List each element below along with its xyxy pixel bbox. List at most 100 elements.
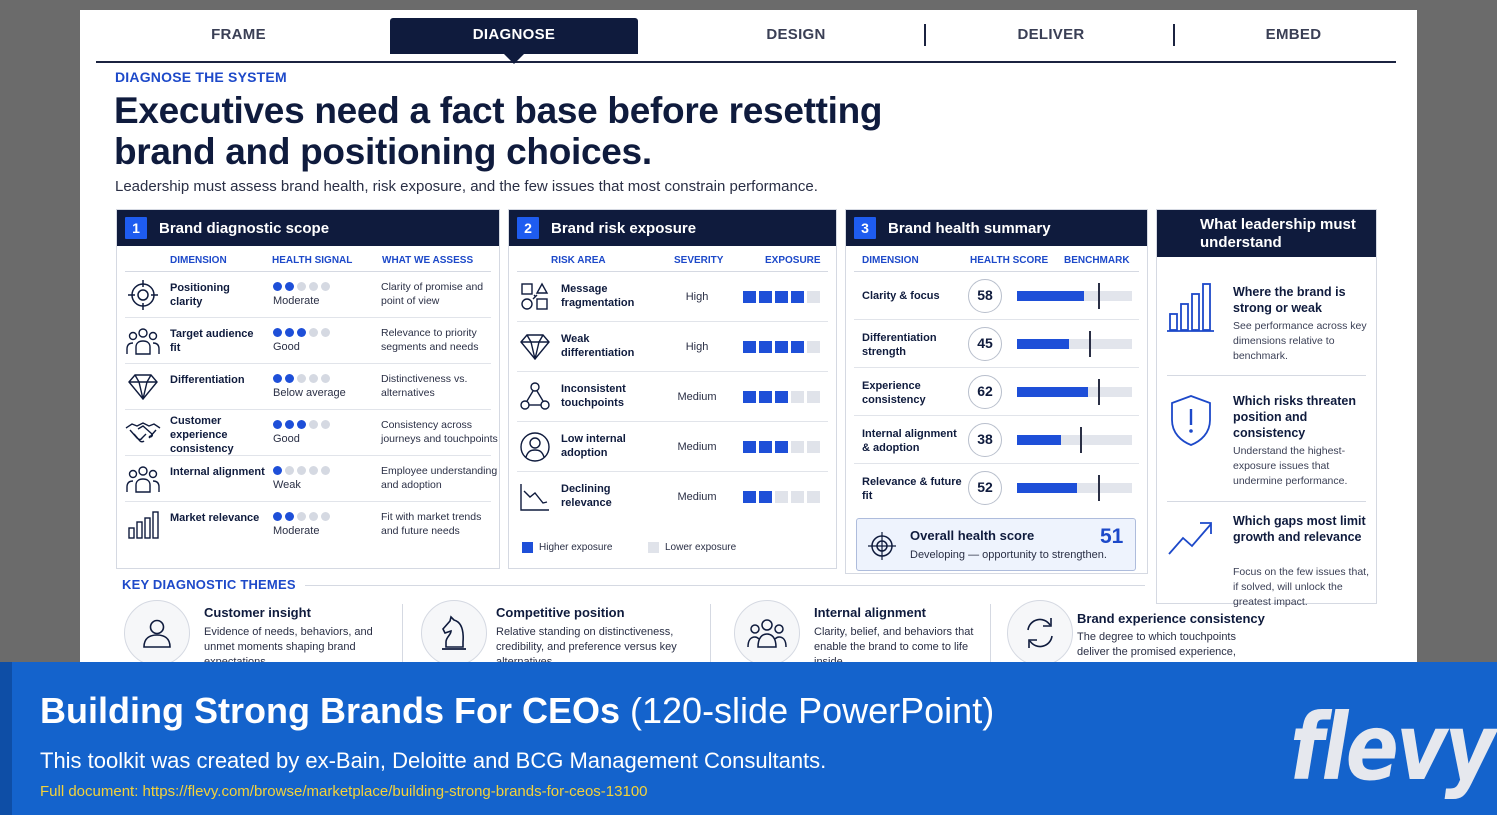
score-bar xyxy=(1017,379,1132,405)
health-score: 58 xyxy=(968,279,1002,313)
table-row: Relevance & future fit 52 xyxy=(854,464,1139,512)
benchmark-marker xyxy=(1089,331,1092,357)
exposure-segment xyxy=(791,491,804,503)
score-bar-fill xyxy=(1017,387,1089,397)
tab-design[interactable]: DESIGN xyxy=(766,26,826,43)
table-row: Internal alignment & adoption 38 xyxy=(854,416,1139,464)
signal-dot xyxy=(297,328,306,337)
exposure-bars xyxy=(743,441,820,453)
signal-dot xyxy=(297,420,306,429)
exposure-segment xyxy=(759,341,772,353)
table-row: Internal alignment Weak Employee understan… xyxy=(125,456,497,502)
phase-tabs: FRAME DIAGNOSE DESIGN DELIVER EMBED xyxy=(96,18,1396,64)
divider xyxy=(1167,375,1366,376)
tab-deliver[interactable]: DELIVER xyxy=(1017,26,1085,43)
risk-area-label: Message fragmentation xyxy=(561,283,635,309)
legend-high: Higher exposure xyxy=(522,542,612,553)
dimension-label: Clarity & focus xyxy=(862,290,940,302)
benchmark-marker xyxy=(1097,379,1100,405)
exposure-segment xyxy=(775,441,788,453)
assessment-text: Clarity of promise and point of view xyxy=(381,281,484,307)
exposure-bars xyxy=(743,491,820,503)
panel-title: Brand health summary xyxy=(888,219,1051,237)
trend-up-icon xyxy=(1167,518,1215,563)
signal-dot xyxy=(297,466,306,475)
health-signal: Good xyxy=(273,328,330,354)
dimension-label: Customer experience consistency xyxy=(170,415,234,455)
chess-knight-icon xyxy=(421,600,487,662)
footer-title: Building Strong Brands For CEOs (120-sli… xyxy=(40,690,994,732)
score-bar-fill xyxy=(1017,339,1069,349)
shield-alert-icon xyxy=(1169,394,1213,453)
theme-title: Brand experience consistency xyxy=(1077,611,1265,626)
risk-area-label: Low internal adoption xyxy=(561,433,626,459)
leadership-title: What leadership must understand xyxy=(1157,210,1376,257)
signal-label: Moderate xyxy=(273,525,320,537)
score-bar-fill xyxy=(1017,291,1084,301)
network-icon xyxy=(517,379,553,415)
tab-diagnose[interactable]: DIAGNOSE xyxy=(390,18,638,64)
table-row: Weak differentiation High xyxy=(517,322,828,372)
exposure-bars xyxy=(743,291,820,303)
exposure-segment xyxy=(759,441,772,453)
column-header: HEALTH SIGNAL xyxy=(272,255,353,266)
dimension-label: Positioning clarity xyxy=(170,282,230,308)
tab-frame[interactable]: FRAME xyxy=(211,26,266,43)
exposure-segment xyxy=(791,341,804,353)
exposure-segment xyxy=(759,291,772,303)
panel-header: 1 Brand diagnostic scope xyxy=(117,210,499,246)
slide: FRAME DIAGNOSE DESIGN DELIVER EMBED DIAG… xyxy=(80,10,1417,662)
signal-dot xyxy=(321,282,330,291)
signal-dot xyxy=(321,420,330,429)
table-row: Low internal adoption Medium xyxy=(517,422,828,472)
signal-label: Moderate xyxy=(273,295,320,307)
signal-dots xyxy=(273,282,330,291)
health-score: 52 xyxy=(968,471,1002,505)
column-header: SEVERITY xyxy=(674,255,724,266)
signal-dot xyxy=(321,466,330,475)
leadership-item-title: Where the brand is strong or weak xyxy=(1233,285,1346,315)
signal-dot xyxy=(297,512,306,521)
footer-link[interactable]: Full document: https://flevy.com/browse/… xyxy=(40,783,648,800)
table-row: Declining relevance Medium xyxy=(517,472,828,522)
theme-title: Competitive position xyxy=(496,605,625,620)
brand-diagnostic-scope-panel: 1 Brand diagnostic scope DIMENSION HEALT… xyxy=(116,209,500,569)
column-header: BENCHMARK xyxy=(1064,255,1130,266)
severity-label: High xyxy=(685,291,709,303)
exposure-segment xyxy=(743,341,756,353)
dimension-label: Target audience fit xyxy=(170,328,254,354)
table-row: Inconsistent touchpoints Medium xyxy=(517,372,828,422)
exposure-segment xyxy=(807,441,820,453)
table-row: Clarity & focus 58 xyxy=(854,272,1139,320)
overall-score: 51 xyxy=(1100,525,1124,548)
decline-icon xyxy=(517,479,553,515)
leadership-item-desc: See performance across key dimensions re… xyxy=(1233,320,1367,362)
score-bar xyxy=(1017,331,1132,357)
leadership-item: Which gaps most limit growth and relevan… xyxy=(1157,506,1376,608)
score-bar-fill xyxy=(1017,483,1077,493)
signal-dot xyxy=(309,512,318,521)
brand-health-summary-panel: 3 Brand health summary DIMENSION HEALTH … xyxy=(845,209,1148,574)
signal-dot xyxy=(309,466,318,475)
footer-subtitle: This toolkit was created by ex-Bain, Del… xyxy=(40,748,827,773)
signal-dot xyxy=(321,328,330,337)
signal-dot xyxy=(309,374,318,383)
theme-desc: Relative standing on distinctiveness, cr… xyxy=(496,626,677,662)
table-row: Differentiation strength 45 xyxy=(854,320,1139,368)
exposure-segment xyxy=(791,441,804,453)
table-row: Market relevance Moderate Fit with market … xyxy=(125,502,491,548)
risk-area-label: Weak differentiation xyxy=(561,333,635,359)
signal-dots xyxy=(273,466,330,475)
signal-dot xyxy=(273,374,282,383)
exposure-bars xyxy=(743,341,820,353)
leadership-item-title: Which risks threaten position and consis… xyxy=(1233,394,1356,440)
tab-embed[interactable]: EMBED xyxy=(1265,26,1322,43)
bar-chart-icon xyxy=(1167,280,1215,339)
handshake-icon xyxy=(125,415,161,451)
signal-dot xyxy=(273,328,282,337)
target-icon xyxy=(125,277,161,313)
audience-icon xyxy=(125,323,161,359)
signal-label: Good xyxy=(273,341,300,353)
health-signal: Weak xyxy=(273,466,330,492)
column-header: EXPOSURE xyxy=(765,255,821,266)
